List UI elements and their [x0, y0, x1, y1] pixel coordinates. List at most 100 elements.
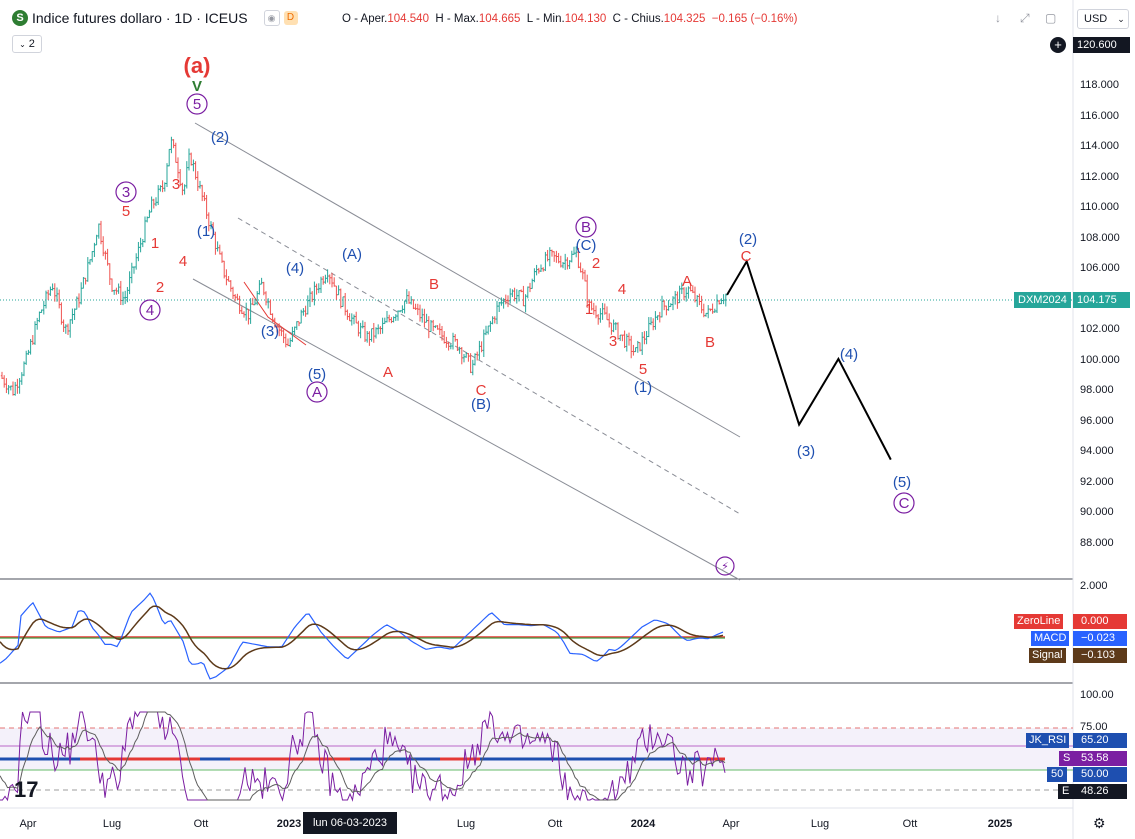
time-tick: Lug [456, 818, 476, 830]
rsi-tick-75: 75.00 [1080, 721, 1108, 733]
price-tick: 94.000 [1080, 445, 1114, 457]
delayed-flag[interactable]: D [283, 11, 298, 25]
add-alert-button[interactable]: + [1050, 37, 1066, 53]
wave-label: (2) [739, 231, 757, 248]
time-tick: 2023 [276, 818, 302, 830]
price-tick: 118.000 [1080, 79, 1119, 91]
wave-label: 1 [585, 301, 593, 318]
wave-label: B [705, 334, 715, 351]
red-wedge-line[interactable] [243, 281, 307, 346]
lightning-marker[interactable] [715, 556, 735, 576]
wave-label: (2) [211, 129, 229, 146]
download-icon[interactable]: ↓ [995, 11, 1001, 25]
time-tick: Lug [102, 818, 122, 830]
price-tick: 100.000 [1080, 353, 1120, 366]
maximize-icon[interactable]: ▢ [1045, 11, 1057, 25]
wave-circle [306, 381, 328, 403]
wave-label: 2 [592, 255, 600, 272]
jk-rsi-badge: 65.20 [1073, 733, 1127, 748]
rsi-tick-100: 100.00 [1080, 689, 1114, 701]
time-tick: Ott [193, 818, 209, 830]
rsi-e-badge: 48.26 [1073, 784, 1127, 799]
wave-circle [115, 181, 137, 203]
rsi-e-tag: E [1058, 784, 1074, 799]
price-tick: 88.000 [1080, 536, 1114, 549]
wave-label: 5 [639, 361, 647, 378]
rsi-50-badge: 50.00 [1073, 767, 1127, 782]
wave-label: (C) [576, 237, 597, 254]
ohlc-values: O - Aper.104.540 H - Max.104.665 L - Min… [342, 13, 798, 25]
macd-signal-line[interactable] [0, 605, 724, 670]
time-tick: Lug [810, 818, 830, 830]
wave-projection-line[interactable] [726, 258, 892, 461]
wave-label: 4 [146, 302, 154, 319]
wave-label: (5) [893, 474, 911, 491]
chevron-down-icon: ⌄ [19, 39, 26, 49]
time-axis[interactable]: Apr Lug Ott 2023 Lug Ott 2024 Apr Lug Ott 2025 [0, 808, 1073, 839]
macd-top-tick: 2.000 [1080, 580, 1108, 592]
wave-label: 4 [179, 253, 187, 270]
tv-logo: 17 [14, 777, 38, 802]
eye-toggle-icon[interactable]: ◉ [263, 10, 280, 26]
signal-badge: −0.103 [1073, 648, 1127, 663]
macd-line[interactable] [0, 592, 724, 680]
price-candles[interactable] [0, 136, 727, 396]
wave-circle [139, 299, 161, 321]
current-price-badge: 104.175 [1073, 292, 1130, 308]
rsi-band [0, 728, 1073, 770]
price-tick: 116.000 [1080, 109, 1119, 122]
rsi-s-tag: S [1059, 751, 1075, 766]
chevron-down-icon: ⌄ [1117, 13, 1125, 24]
wave-circle [575, 216, 597, 238]
time-tick: Ott [902, 818, 918, 830]
currency-select[interactable]: USD ⌄ [1077, 9, 1129, 29]
chart-title[interactable]: S Indice futures dollaro · 1D · ICEUS ◉ … [12, 10, 298, 26]
settings-gear-icon[interactable]: ⚙ [1093, 815, 1106, 831]
time-tick: Ott [547, 818, 563, 830]
current-price-tag: DXM2024 [1014, 292, 1071, 308]
wave-label: 3 [122, 184, 130, 201]
price-tick: 98.000 [1080, 384, 1114, 396]
price-tick: 110.000 [1080, 201, 1119, 213]
jk-rsi-tag: JK_RSI [1026, 733, 1070, 748]
lightning-icon: ⚡ [721, 560, 729, 573]
channel-upper-line[interactable] [194, 122, 741, 438]
rsi-ma-line[interactable] [0, 711, 726, 801]
wave-label: V [192, 78, 202, 95]
wave-label: B [581, 219, 591, 236]
time-tick: 2025 [987, 818, 1013, 830]
fullscreen-icon[interactable]: ⤢ [1020, 11, 1030, 25]
zeroline-tag: ZeroLine [1014, 614, 1064, 629]
wave-label: C [741, 248, 752, 265]
wave-circle [186, 93, 208, 115]
price-tick: 102.000 [1080, 323, 1120, 335]
rsi-s-badge: 53.58 [1073, 751, 1127, 766]
wave-label: (4) [840, 346, 858, 363]
wave-label: (3) [261, 323, 279, 340]
wave-label: 2 [156, 279, 164, 296]
crosshair-date-label: lun 06-03-2023 [303, 812, 397, 834]
price-tick: 106.000 [1080, 262, 1120, 274]
price-axis[interactable]: 118.000 116.000 114.000 112.000 110.000 108.0… [1073, 0, 1135, 808]
wave-label: C [899, 495, 910, 512]
wave-circle [893, 492, 915, 514]
wave-label: (a) [184, 53, 211, 78]
time-tick: Apr [19, 818, 37, 830]
price-tick: 90.000 [1080, 506, 1114, 518]
symbol-logo: S [12, 10, 28, 26]
wave-label: A [682, 273, 692, 290]
rsi-50-tag: 50 [1047, 767, 1068, 782]
wave-label: A [312, 384, 322, 401]
time-tick: Apr [722, 818, 740, 830]
wave-label: (B) [471, 396, 491, 413]
channel-mid-line[interactable] [237, 217, 741, 515]
zeroline-badge: 0.000 [1073, 614, 1127, 629]
price-tick: 96.000 [1080, 414, 1114, 427]
wave-label: B [429, 276, 439, 293]
price-tick: 114.000 [1080, 140, 1119, 152]
wave-label: 3 [609, 333, 617, 350]
indicator-toggle[interactable]: ⌄ 2 [12, 35, 42, 53]
price-tick: 92.000 [1080, 475, 1114, 488]
